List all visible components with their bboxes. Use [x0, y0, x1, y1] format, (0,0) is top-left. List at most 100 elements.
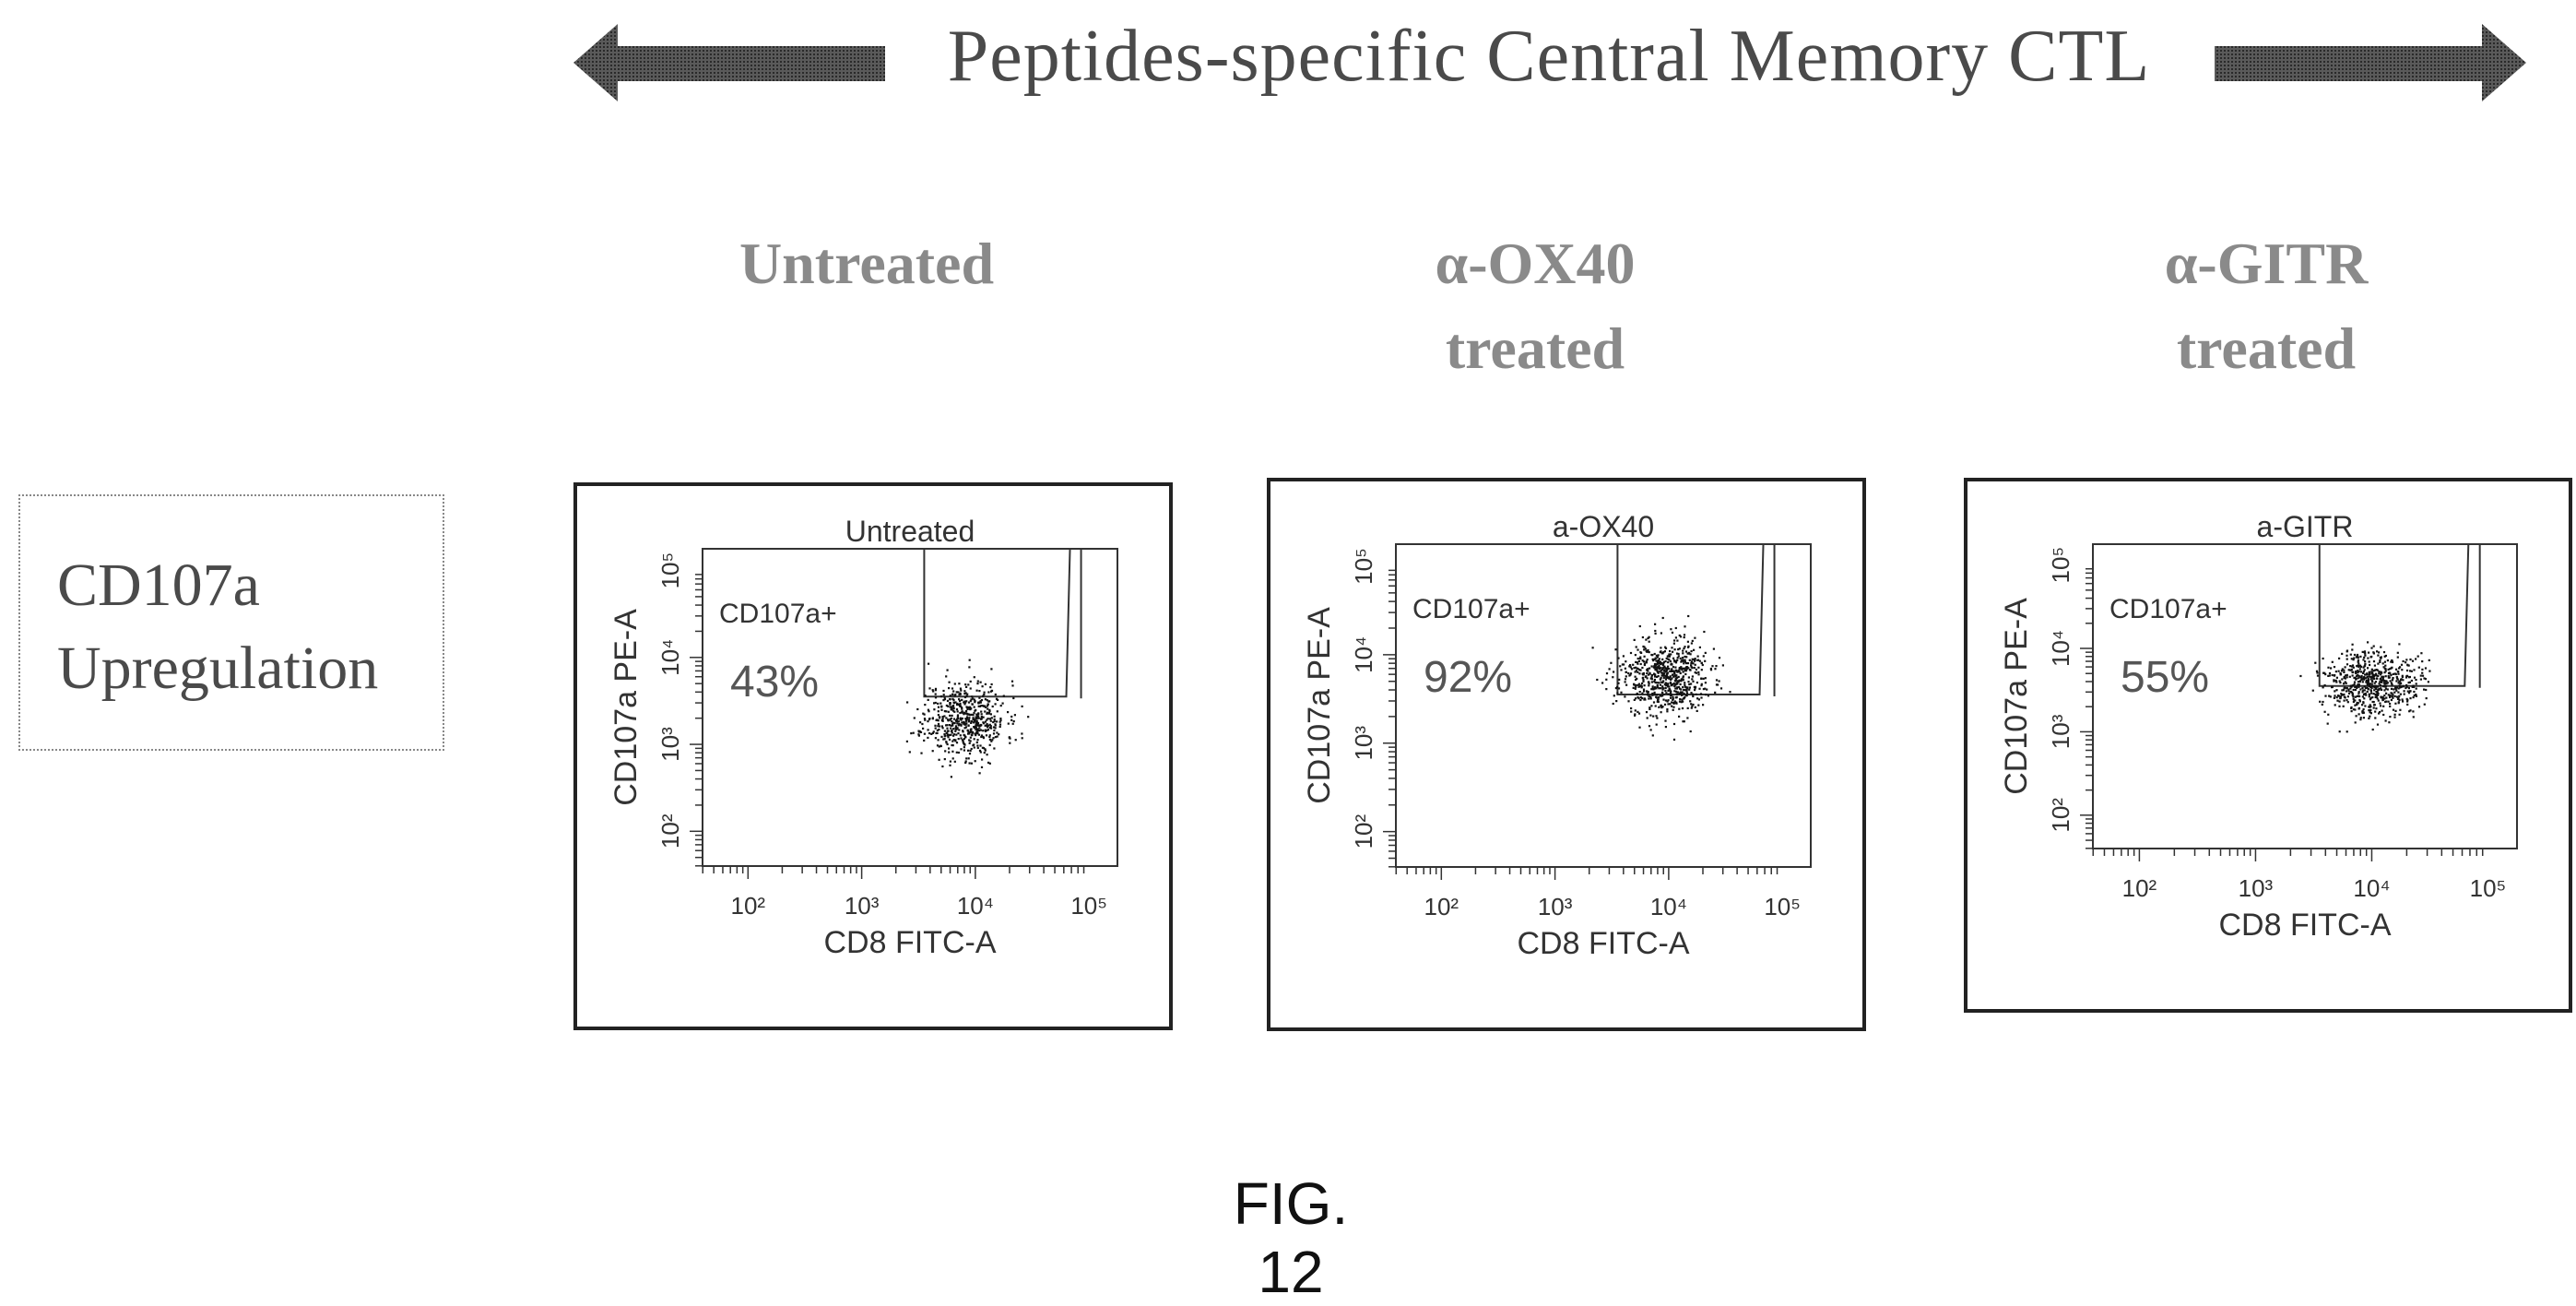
scatter-point: [2413, 695, 2416, 697]
scatter-point: [997, 698, 999, 701]
scatter-point: [1661, 658, 1664, 660]
scatter-point: [2370, 684, 2374, 688]
scatter-point: [953, 760, 956, 763]
scatter-point: [975, 721, 978, 724]
scatter-point: [975, 724, 978, 727]
scatter-point: [955, 708, 959, 711]
scatter-point: [1659, 695, 1661, 697]
scatter-point: [952, 733, 956, 736]
figure-label: FIG. 12: [1233, 1170, 1349, 1305]
scatter-point: [1642, 679, 1645, 682]
scatter-point: [1665, 657, 1668, 660]
scatter-point: [2413, 685, 2416, 688]
scatter-point: [1656, 694, 1659, 696]
scatter-point: [949, 760, 951, 763]
scatter-point: [964, 701, 967, 704]
scatter-point: [984, 710, 987, 713]
scatter-point: [2420, 652, 2423, 655]
scatter-point: [1617, 687, 1621, 690]
scatter-point: [1674, 666, 1677, 669]
scatter-point: [1671, 631, 1674, 634]
scatter-point: [2352, 700, 2355, 704]
scatter-point: [1672, 702, 1675, 705]
scatter-point: [1647, 691, 1649, 694]
scatter-point: [928, 732, 931, 735]
scatter-point: [1653, 678, 1656, 682]
scatter-point: [1683, 688, 1685, 692]
scatter-point: [1692, 703, 1695, 706]
left-arrow-icon: [573, 24, 885, 101]
scatter-point: [2400, 685, 2403, 688]
scatter-point: [969, 730, 973, 732]
scatter-point: [1671, 677, 1673, 680]
scatter-point: [1656, 696, 1659, 699]
scatter-point: [993, 720, 996, 723]
scatter-point: [1673, 648, 1676, 651]
scatter-point: [979, 729, 982, 731]
scatter-point: [993, 715, 996, 718]
scatter-point: [1662, 662, 1665, 665]
scatter-point: [2405, 685, 2408, 688]
scatter-point: [1685, 690, 1688, 693]
scatter-point: [974, 732, 976, 735]
scatter-point: [2349, 669, 2352, 671]
scatter-point: [2369, 696, 2372, 699]
scatter-point: [2343, 671, 2346, 673]
scatter-point: [1666, 710, 1669, 713]
scatter-point: [955, 691, 958, 694]
scatter-point: [2351, 648, 2354, 651]
scatter-point: [1657, 666, 1660, 669]
scatter-point: [1696, 697, 1699, 700]
scatter-point: [2335, 696, 2338, 699]
scatter-point: [2329, 695, 2332, 698]
scatter-point: [1605, 688, 1608, 691]
scatter-point: [950, 717, 952, 719]
scatter-point: [1636, 693, 1638, 695]
row-label-line2: Upregulation: [57, 635, 379, 702]
scatter-point: [950, 730, 953, 732]
scatter-point: [2339, 697, 2342, 700]
y-axis-label: CD107a PE-A: [1999, 598, 2034, 795]
plot-area: [1395, 543, 1812, 868]
scatter-point: [1664, 660, 1667, 663]
scatter-point: [1633, 698, 1636, 701]
x-tick-label: 10⁵: [1764, 893, 1801, 920]
scatter-point: [1680, 666, 1683, 669]
scatter-point: [937, 739, 939, 742]
scatter-point: [943, 758, 946, 761]
scatter-point: [1676, 686, 1679, 689]
scatter-point: [1654, 623, 1657, 625]
scatter-point: [973, 706, 975, 708]
scatter-point: [979, 701, 982, 704]
scatter-point: [1670, 682, 1672, 684]
scatter-point: [1684, 646, 1686, 648]
scatter-point: [1655, 687, 1658, 690]
scatter-point: [2395, 675, 2398, 679]
scatter-point: [985, 734, 988, 737]
scatter-point: [1664, 647, 1668, 650]
scatter-point: [2374, 686, 2378, 689]
scatter-point: [1690, 692, 1693, 695]
scatter-point: [963, 700, 966, 703]
scatter-point: [1680, 693, 1683, 695]
scatter-point: [1648, 635, 1650, 638]
scatter-point: [984, 730, 987, 732]
scatter-point: [1655, 657, 1658, 659]
scatter-point: [952, 690, 955, 693]
scatter-point: [1712, 647, 1715, 650]
scatter-point: [952, 709, 955, 712]
x-tick-label: 10²: [1424, 893, 1459, 920]
scatter-point: [2415, 687, 2417, 690]
scatter-point: [2335, 676, 2338, 679]
scatter-point: [2346, 686, 2348, 690]
scatter-point: [973, 676, 975, 679]
scatter-point: [1647, 670, 1649, 672]
scatter-point: [1649, 697, 1652, 700]
scatter-point: [1659, 687, 1662, 690]
scatter-point: [1684, 667, 1687, 670]
scatter-point: [1640, 685, 1643, 688]
scatter-point: [989, 725, 992, 728]
scatter-point: [1664, 726, 1667, 729]
scatter-point: [1684, 685, 1686, 688]
scatter-point: [973, 712, 975, 715]
